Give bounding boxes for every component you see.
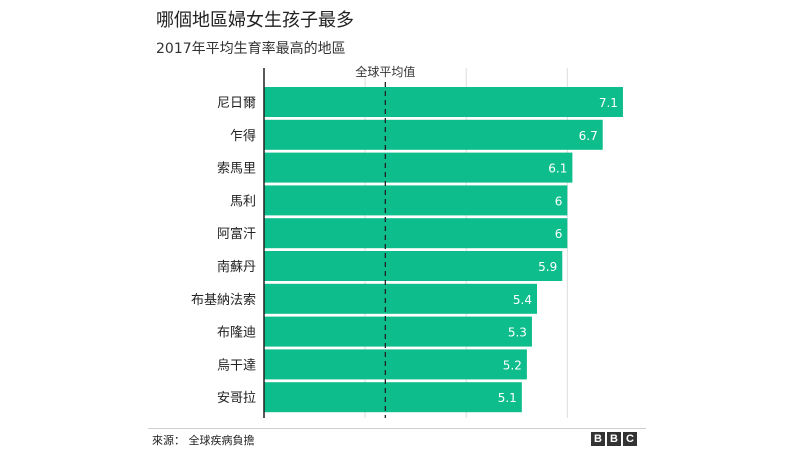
value-label: 6.1	[548, 162, 567, 176]
category-label: 乍得	[230, 128, 256, 144]
value-label: 5.1	[498, 391, 517, 405]
bar	[264, 152, 573, 183]
value-label: 5.4	[513, 293, 532, 307]
value-label: 7.1	[599, 96, 618, 110]
bbc-logo-letter: B	[607, 432, 621, 446]
bar	[264, 119, 603, 150]
value-label: 6	[555, 227, 563, 241]
category-label: 阿富汗	[217, 226, 256, 242]
bbc-logo: B B C	[591, 432, 637, 446]
average-label: 全球平均值	[355, 64, 415, 79]
value-label: 5.9	[538, 260, 557, 274]
category-label: 馬利	[230, 194, 256, 209]
bar	[264, 349, 527, 380]
footer-divider	[148, 428, 646, 429]
bar	[264, 316, 532, 347]
source-note: 來源： 全球疾病負擔	[152, 434, 255, 447]
bar	[264, 87, 623, 117]
bar-chart: 尼日爾 7.1 乍得 6.7 索馬里 6.1 馬利 6 阿富汗 6 南蘇丹 5.9 布基納法索 5.4 布隆…	[191, 64, 623, 418]
bbc-logo-letter: B	[591, 432, 605, 446]
bar	[264, 283, 537, 314]
chart-subtitle: 2017年平均生育率最高的地區	[156, 41, 346, 57]
category-label: 南蘇丹	[217, 259, 256, 275]
value-label: 5.3	[508, 326, 527, 340]
category-label: 布基納法索	[191, 293, 256, 308]
category-label: 布隆迪	[217, 326, 256, 341]
value-label: 6	[555, 194, 563, 208]
bar	[264, 218, 568, 249]
bbc-logo-letter: C	[623, 432, 637, 446]
category-label: 烏干達	[217, 357, 256, 373]
value-label: 5.2	[503, 358, 522, 372]
bar	[264, 382, 522, 413]
bar	[264, 185, 568, 216]
category-label: 尼日爾	[217, 96, 256, 111]
category-label: 索馬里	[217, 162, 256, 177]
chart-title: 哪個地區婦女生孩子最多	[156, 10, 354, 31]
bar	[264, 251, 563, 281]
value-label: 6.7	[579, 129, 598, 143]
chart-card: 哪個地區婦女生孩子最多 2017年平均生育率最高的地區 尼日爾 7.1 乍得 6.7 索…	[148, 0, 648, 450]
category-label: 安哥拉	[217, 391, 256, 406]
